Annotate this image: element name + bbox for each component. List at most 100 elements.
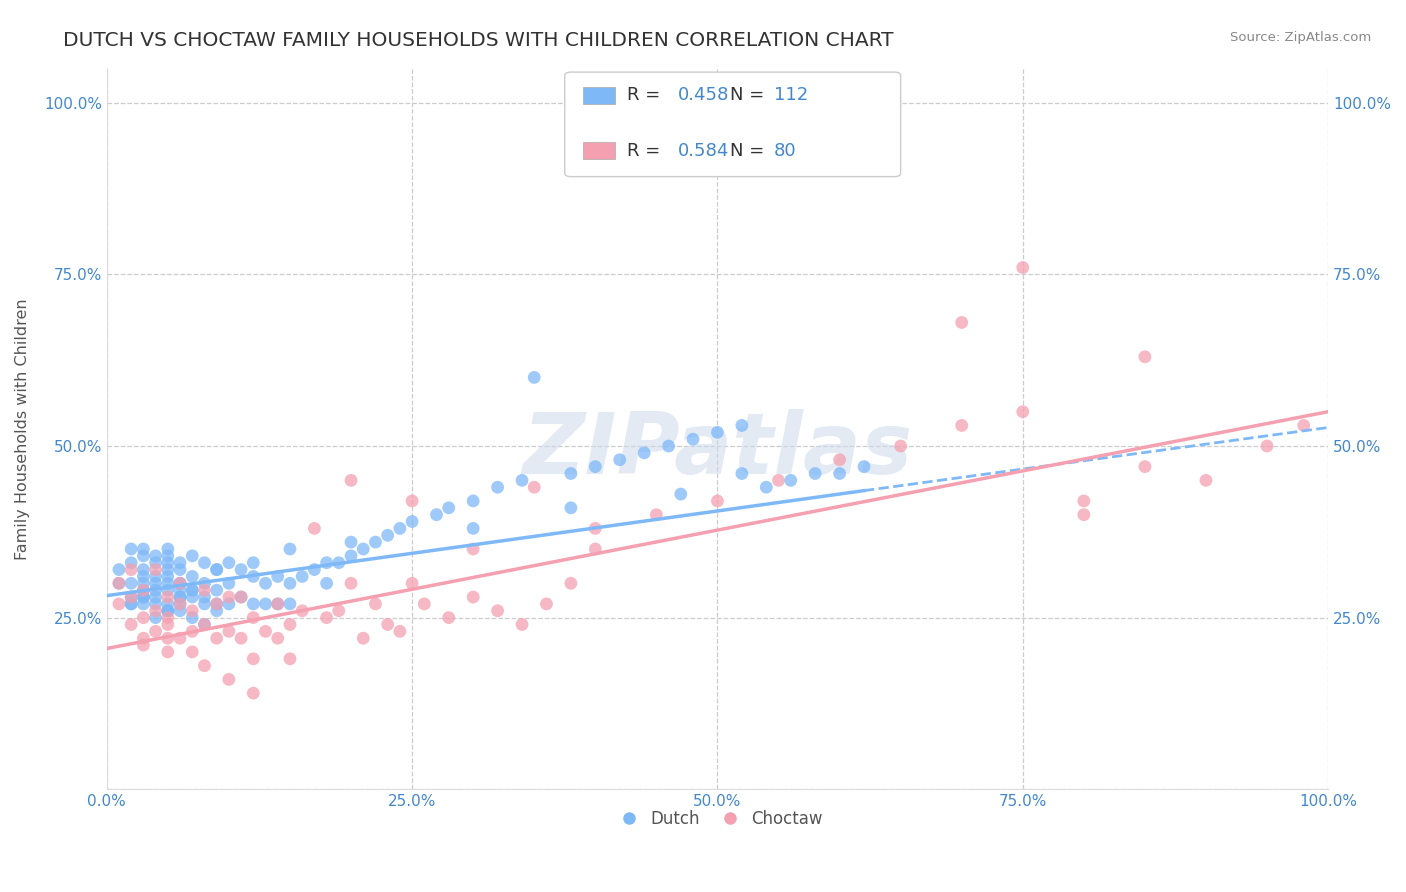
Point — [315, 610, 337, 624]
Point — [145, 604, 167, 618]
Point — [463, 541, 485, 556]
Point — [377, 528, 399, 542]
Point — [108, 576, 131, 591]
Point — [156, 617, 179, 632]
Point — [120, 590, 142, 604]
Point — [169, 576, 191, 591]
Point — [658, 439, 681, 453]
Point — [1195, 474, 1218, 488]
Text: N =: N = — [730, 87, 769, 104]
Point — [1256, 439, 1278, 453]
Point — [229, 590, 252, 604]
Point — [560, 500, 582, 515]
Point — [364, 597, 387, 611]
Point — [132, 569, 155, 583]
Text: 80: 80 — [773, 142, 796, 160]
Point — [304, 563, 326, 577]
Point — [828, 452, 851, 467]
Point — [193, 583, 215, 598]
Text: N =: N = — [730, 142, 769, 160]
Point — [1133, 350, 1156, 364]
Point — [156, 541, 179, 556]
Y-axis label: Family Households with Children: Family Households with Children — [15, 298, 30, 559]
Point — [706, 494, 728, 508]
Point — [156, 576, 179, 591]
Point — [1011, 260, 1033, 275]
Point — [278, 541, 301, 556]
Text: 112: 112 — [773, 87, 808, 104]
Point — [731, 467, 754, 481]
Point — [169, 590, 191, 604]
Point — [132, 583, 155, 598]
Point — [828, 467, 851, 481]
Point — [267, 631, 290, 645]
Point — [731, 418, 754, 433]
Point — [1133, 459, 1156, 474]
Point — [536, 597, 558, 611]
Point — [583, 521, 606, 535]
Text: R =: R = — [627, 87, 666, 104]
Point — [560, 467, 582, 481]
Point — [169, 631, 191, 645]
Point — [669, 487, 692, 501]
Point — [254, 576, 277, 591]
Point — [145, 549, 167, 563]
Point — [193, 556, 215, 570]
Point — [583, 459, 606, 474]
Point — [181, 583, 204, 598]
Point — [486, 480, 509, 494]
Point — [304, 521, 326, 535]
Point — [254, 624, 277, 639]
Point — [108, 563, 131, 577]
Point — [278, 652, 301, 666]
Point — [120, 556, 142, 570]
FancyBboxPatch shape — [583, 142, 614, 160]
Point — [156, 631, 179, 645]
Point — [193, 590, 215, 604]
FancyBboxPatch shape — [565, 72, 901, 177]
Text: 0.584: 0.584 — [678, 142, 730, 160]
Point — [218, 576, 240, 591]
Point — [218, 590, 240, 604]
Point — [254, 597, 277, 611]
Point — [132, 590, 155, 604]
Point — [156, 590, 179, 604]
Point — [181, 590, 204, 604]
Point — [156, 583, 179, 598]
Point — [425, 508, 447, 522]
Point — [108, 576, 131, 591]
Point — [156, 604, 179, 618]
Point — [388, 624, 411, 639]
Point — [120, 617, 142, 632]
Point — [401, 576, 423, 591]
Point — [156, 597, 179, 611]
Point — [328, 556, 350, 570]
Point — [853, 459, 876, 474]
Point — [205, 563, 228, 577]
Point — [364, 535, 387, 549]
Point — [242, 652, 264, 666]
Point — [169, 563, 191, 577]
Point — [156, 556, 179, 570]
Point — [437, 500, 460, 515]
Point — [120, 541, 142, 556]
Point — [779, 474, 801, 488]
Point — [145, 569, 167, 583]
Point — [267, 597, 290, 611]
Point — [120, 576, 142, 591]
Point — [169, 597, 191, 611]
Point — [950, 316, 973, 330]
Point — [768, 474, 790, 488]
Point — [205, 631, 228, 645]
Point — [145, 563, 167, 577]
Point — [804, 467, 827, 481]
Point — [950, 418, 973, 433]
Point — [205, 563, 228, 577]
Point — [145, 624, 167, 639]
Point — [278, 576, 301, 591]
Point — [755, 480, 778, 494]
Point — [218, 597, 240, 611]
Point — [890, 439, 912, 453]
Point — [583, 541, 606, 556]
Text: ZIPatlas: ZIPatlas — [522, 409, 912, 492]
